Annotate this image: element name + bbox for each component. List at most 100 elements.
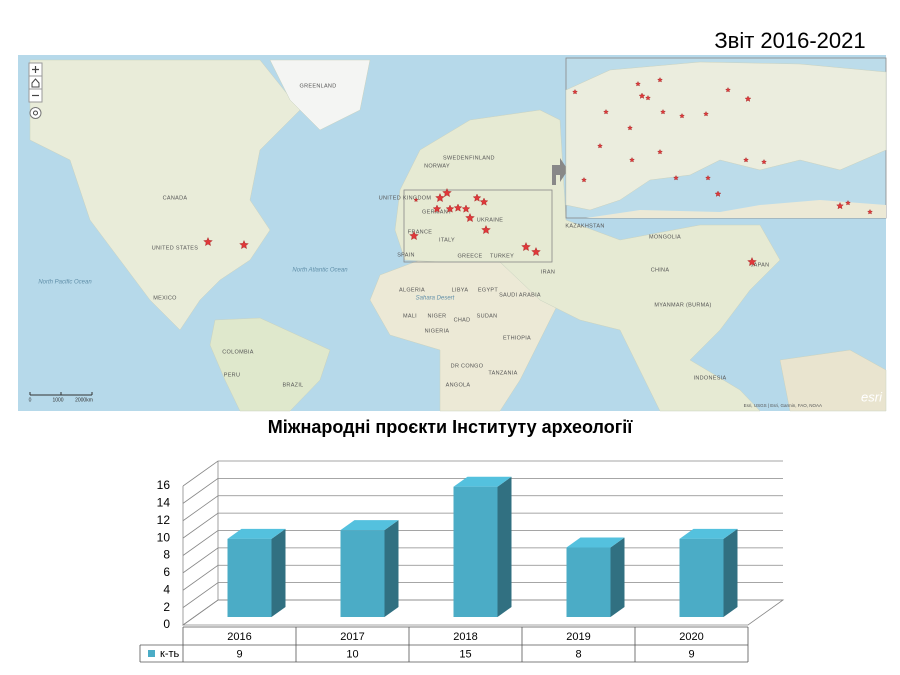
project-marker [744,95,752,102]
map-label: LIBYA [452,287,469,293]
project-marker [445,204,455,213]
bar-side [384,520,399,617]
map-label: UNITED STATES [152,245,199,251]
inset-land [565,61,887,211]
project-marker [761,159,767,165]
map-label: MYANMAR (BURMA) [654,302,711,308]
project-markers [203,77,873,267]
map-label: EGYPT [478,287,498,293]
inset-land-south [586,200,886,218]
map-label: ETHIOPIA [503,335,531,341]
zoom-in-icon [32,66,39,73]
map-labels: GREENLAND CANADA UNITED STATES MEXICO COLOMB… [38,83,769,388]
map-label: CANADA [163,195,188,201]
data-table-value: 9 [688,648,694,660]
europe-focus-box [403,189,553,263]
land-north-america [29,59,301,331]
bar-top [227,528,286,539]
bar-top [453,476,512,487]
scale-bar [29,392,93,396]
grid-line [182,530,783,556]
bar [340,530,385,617]
x-tick-label: 2016 [227,631,251,643]
chart-title: Міжнародні проєкти Інституту археології [268,417,633,437]
project-marker [725,87,731,93]
project-marker [703,111,709,117]
map-label: TANZANIA [488,370,517,376]
project-marker [239,239,249,250]
bar [679,538,724,617]
map-label: North Atlantic Ocean [292,268,348,274]
map-attribution: Esri, USGS | Esri, Garmin, FAO, NOAA [744,403,822,408]
project-marker [867,209,873,215]
scale-label: 2000km [75,397,93,403]
map-label: UKRAINE [477,217,504,223]
map-label: COLOMBIA [222,349,253,355]
bar-top [679,528,738,539]
scale-label: 1000 [52,397,63,403]
inset-arrow [552,158,568,185]
bar-top [566,537,625,548]
map-label: NIGER [428,313,447,319]
zoom-controls[interactable] [28,62,43,119]
project-marker [435,192,445,203]
map-label: DR CONGO [451,363,484,369]
x-tick-label: 2019 [566,631,590,643]
map-label: JAPAN [751,262,770,268]
grid-line [182,512,783,539]
project-marker [660,109,666,115]
project-marker [481,224,491,235]
y-tick-label: 8 [163,548,170,562]
project-marker [442,187,452,198]
map-label: IRAN [541,269,555,275]
project-marker [409,230,419,241]
project-marker [597,143,603,149]
map-label: SAUDI ARABIA [499,292,541,298]
bar-side [271,528,286,617]
bar-top [340,520,399,531]
project-marker [203,236,213,247]
bar-side [497,476,512,617]
y-tick-label: 10 [157,530,171,544]
bar [453,486,498,617]
project-marker [521,241,531,252]
project-marker [657,77,663,83]
map-label: ITALY [439,237,455,243]
map-label: MONGOLIA [649,234,681,240]
project-marker [638,92,646,99]
project-marker [581,177,587,183]
bar-side [610,537,625,617]
project-marker [747,256,757,267]
project-marker [836,201,844,210]
project-marker [627,125,633,131]
map-label: MEXICO [153,295,177,301]
home-icon [31,78,40,88]
project-marker [413,197,419,203]
project-marker [673,175,679,181]
project-marker [743,157,749,163]
project-marker [479,197,489,206]
map-label: UNITED KINGDOM [379,195,432,201]
project-marker [603,109,609,115]
locate-button[interactable] [29,107,42,119]
project-marker [679,113,685,119]
grid-line [182,460,783,487]
project-marker [705,175,711,181]
map-label: Sahara Desert [416,296,455,302]
map-label: NIGERIA [425,328,450,334]
x-tick-label: 2020 [679,631,703,643]
bar [227,538,272,617]
data-table-value: 15 [459,648,471,660]
map-label: GERMANY [422,209,452,215]
map-label: CHAD [454,317,471,323]
map: 0 1000 2000km Esri, USGS | Esri, Garmin,… [18,55,887,412]
esri-logo: esri [861,389,883,404]
project-marker [432,204,442,213]
legend-label: к-ть [160,648,180,660]
land-greenland [269,59,371,131]
map-label: FRANCE [408,229,432,235]
map-label: INDONESIA [694,375,727,381]
map-label: SUDAN [477,313,498,319]
grid-line [182,477,783,504]
map-label: KAZAKHSTAN [565,223,604,229]
